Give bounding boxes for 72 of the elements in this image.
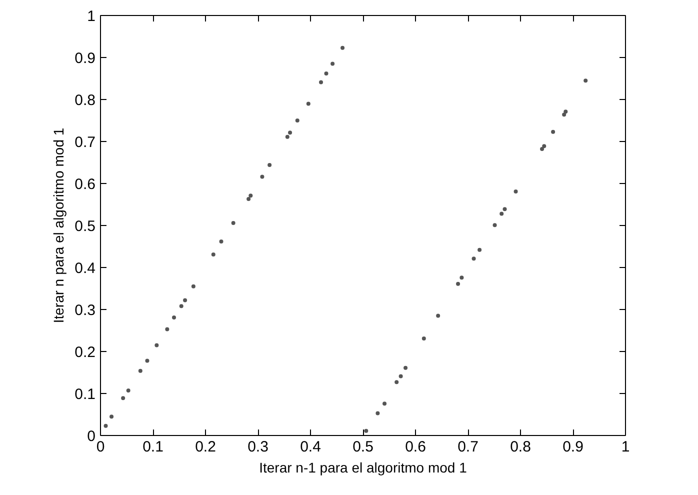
point	[478, 248, 482, 252]
point	[219, 239, 224, 244]
point	[285, 134, 290, 139]
point	[179, 304, 184, 308]
point	[154, 343, 159, 348]
point	[436, 314, 440, 318]
point	[398, 374, 403, 378]
x-tick-label: 0.1	[142, 438, 164, 456]
y-tick-label: 0.7	[74, 134, 96, 151]
y-tick-label: 0.3	[74, 302, 96, 319]
point	[330, 62, 335, 66]
point	[231, 220, 236, 225]
y-tick-label: 0.2	[74, 344, 96, 361]
point	[324, 71, 328, 76]
point	[422, 336, 426, 340]
point	[268, 163, 272, 168]
point	[138, 368, 142, 373]
x-tick-label: 0.2	[195, 438, 216, 456]
point	[260, 174, 264, 179]
point	[145, 358, 150, 363]
point	[500, 212, 504, 216]
point	[211, 252, 216, 256]
point	[306, 102, 310, 106]
x-tick-label: 0.9	[562, 438, 584, 456]
point	[288, 130, 292, 135]
x-axis-title: Iterar n-1 para el algoritmo mod 1	[259, 460, 468, 476]
point	[248, 194, 253, 198]
y-tick-label: 0.9	[74, 50, 96, 67]
point	[340, 46, 345, 50]
point	[492, 223, 497, 228]
point	[472, 256, 476, 261]
point	[460, 276, 464, 280]
point	[382, 402, 387, 406]
x-tick-label: 0.4	[300, 438, 321, 456]
point	[540, 147, 544, 152]
x-tick-label: 0.7	[458, 438, 478, 456]
point	[404, 366, 408, 370]
point	[551, 130, 556, 134]
point	[104, 424, 108, 428]
x-tick-label: 0.5	[352, 438, 374, 456]
point	[564, 110, 568, 114]
point	[126, 388, 130, 393]
point	[183, 298, 188, 302]
y-tick-label: 0	[87, 428, 96, 445]
point	[191, 284, 196, 288]
point	[542, 144, 546, 148]
y-tick-label: 0.4	[74, 260, 96, 277]
y-tick-label: 0.5	[74, 218, 96, 235]
point	[121, 396, 126, 400]
y-axis-title: Iterar n para el algoritmo mod 1	[50, 128, 67, 324]
x-tick-label: 0.8	[510, 438, 531, 456]
point	[172, 315, 176, 320]
point	[584, 78, 588, 83]
point	[246, 197, 251, 202]
y-tick-label: 0.8	[74, 92, 96, 109]
x-tick-label: 0.6	[405, 438, 426, 456]
y-tick-label: 0.1	[74, 386, 96, 403]
x-tick-label: 0.3	[248, 438, 268, 456]
x-tick-label: 1	[621, 438, 630, 456]
y-tick-label: 1	[87, 8, 96, 25]
point	[295, 118, 300, 122]
point	[110, 414, 114, 419]
point	[456, 282, 460, 286]
point	[514, 189, 518, 194]
point	[376, 411, 380, 416]
point	[364, 428, 368, 433]
point	[502, 207, 507, 212]
point	[562, 112, 566, 117]
point	[319, 80, 323, 84]
point	[165, 327, 170, 332]
y-tick-label: 0.6	[74, 176, 96, 193]
point	[394, 380, 399, 384]
